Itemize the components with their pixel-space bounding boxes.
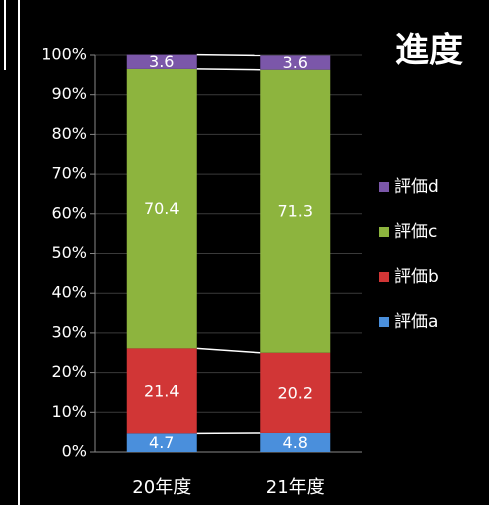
data-label: 21.4 (144, 381, 180, 400)
series-line (196, 53, 261, 57)
legend-label: 評価a (394, 312, 438, 332)
y-tick-label: 40% (51, 283, 87, 302)
y-tick-label: 90% (51, 84, 87, 103)
series-line (196, 347, 261, 354)
bar-segment (126, 54, 197, 69)
chart-title: 進度 (395, 31, 463, 71)
x-tick-label: 21年度 (266, 477, 325, 498)
y-tick-label: 50% (51, 243, 87, 262)
bar-segment (260, 432, 331, 452)
data-label: 3.6 (149, 52, 174, 71)
bar-segment (126, 433, 197, 452)
x-tick-label: 20年度 (132, 477, 191, 498)
data-label: 71.3 (277, 202, 313, 221)
y-tick-label: 30% (51, 322, 87, 341)
legend-label: 評価b (394, 267, 439, 287)
y-tick-label: 70% (51, 164, 87, 183)
data-label: 4.7 (149, 433, 174, 452)
bar-segment (260, 69, 331, 353)
y-tick-label: 10% (51, 402, 87, 421)
data-label: 4.8 (283, 433, 308, 452)
bar-segment (126, 68, 197, 349)
bar-segment (260, 352, 331, 433)
y-tick-label: 100% (41, 45, 87, 64)
bar-segment (260, 55, 331, 70)
legend-swatch (379, 272, 389, 282)
legend-label: 評価d (394, 177, 439, 197)
y-tick-label: 20% (51, 362, 87, 381)
y-tick-label: 60% (51, 203, 87, 222)
y-tick-label: 80% (51, 124, 87, 143)
y-tick-label: 0% (62, 442, 87, 461)
legend-swatch (379, 317, 389, 327)
data-label: 70.4 (144, 199, 180, 218)
data-label: 20.2 (277, 383, 313, 402)
bar-segment (126, 348, 197, 434)
series-line (196, 68, 261, 71)
legend-swatch (379, 182, 389, 192)
data-label: 3.6 (283, 53, 308, 72)
legend-label: 評価c (394, 222, 437, 242)
legend-swatch (379, 227, 389, 237)
